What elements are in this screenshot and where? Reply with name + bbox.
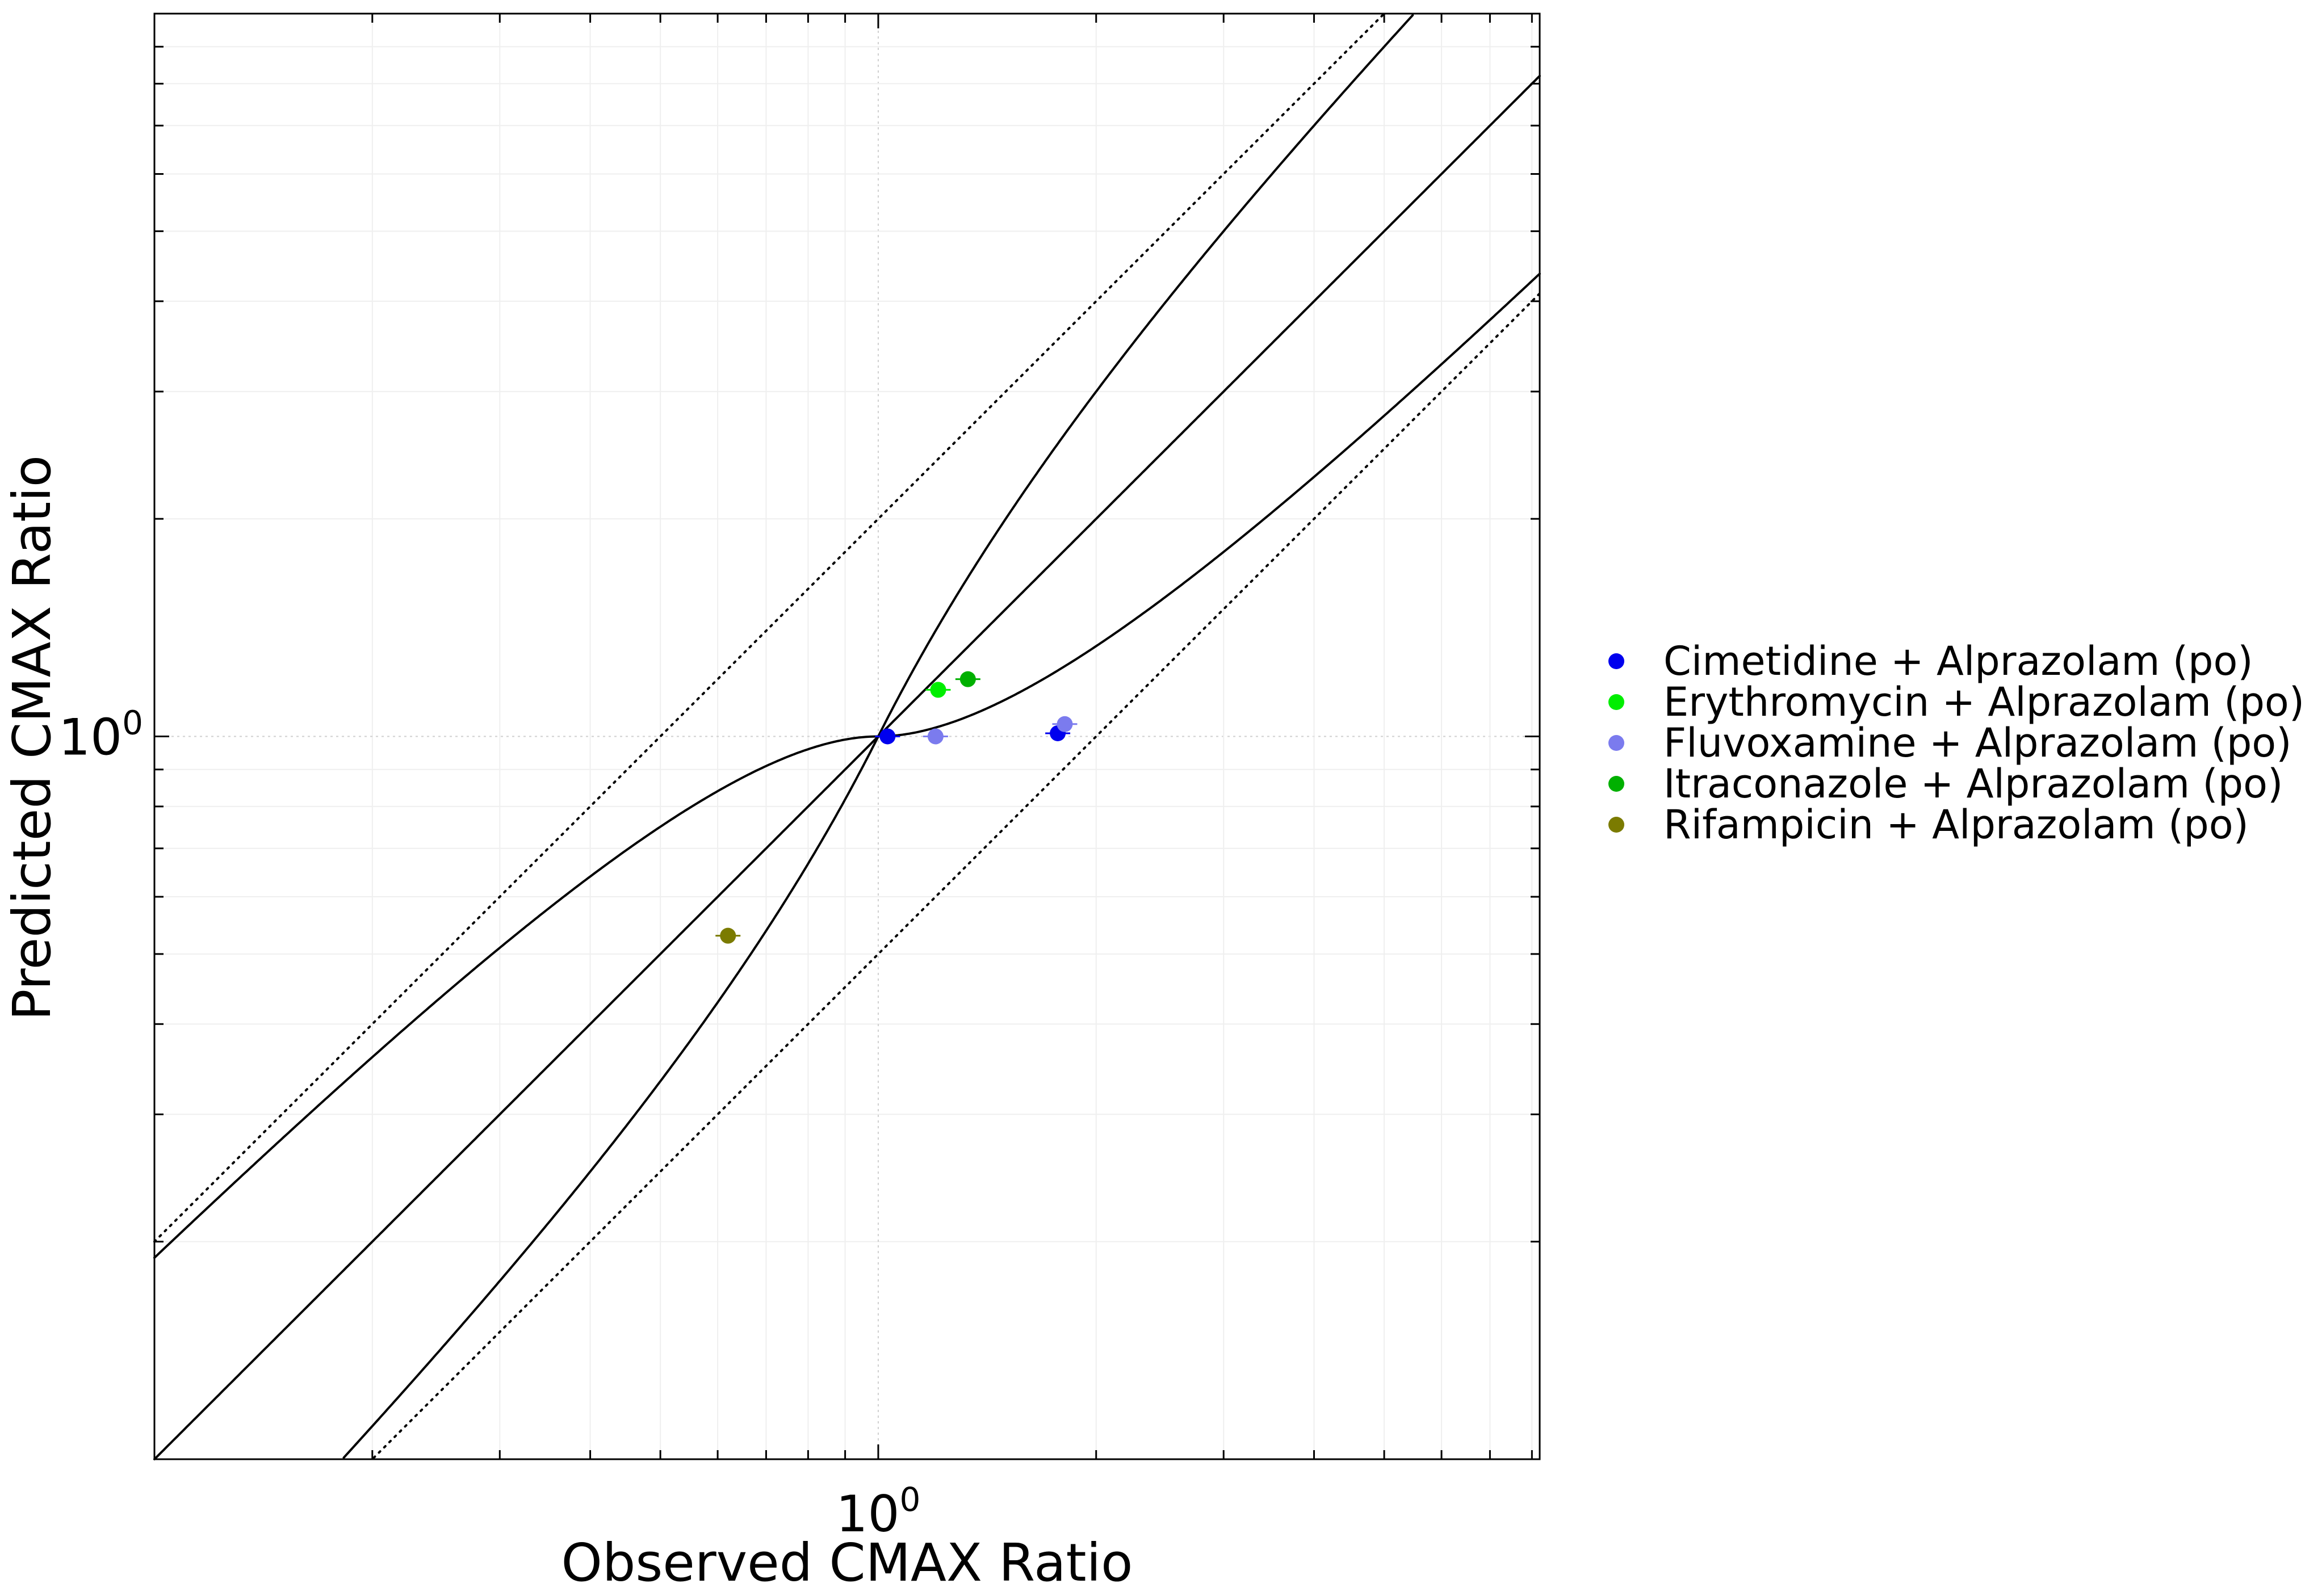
data-point: [959, 671, 976, 687]
legend: Cimetidine + Alprazolam (po)Erythromycin…: [1608, 638, 2304, 848]
data-point: [927, 728, 944, 745]
data-point: [879, 728, 896, 745]
legend-marker: [1608, 735, 1624, 751]
y-axis-title: Predicted CMAX Ratio: [2, 455, 62, 1020]
legend-marker: [1608, 694, 1624, 710]
legend-label: Rifampicin + Alprazolam (po): [1663, 801, 2249, 848]
data-points: [715, 671, 1078, 944]
twofold-lower-line: [372, 292, 1541, 1459]
x-tick-label: 100: [836, 1480, 920, 1543]
legend-marker: [1608, 653, 1624, 669]
reference-lines: [153, 14, 1541, 1460]
legend-label: Erythromycin + Alprazolam (po): [1663, 679, 2304, 725]
identity-line: [153, 74, 1541, 1460]
legend-label: Cimetidine + Alprazolam (po): [1663, 638, 2253, 684]
x-tick-labels: 100: [836, 1480, 920, 1543]
minor-ticks: [154, 14, 1540, 1459]
plot-frame: [153, 12, 1541, 1460]
legend-marker: [1608, 776, 1624, 792]
legend-label: Itraconazole + Alprazolam (po): [1663, 761, 2283, 807]
data-point: [930, 682, 946, 698]
legend-label: Fluvoxamine + Alprazolam (po): [1663, 720, 2291, 766]
y-tick-labels: 100: [58, 704, 143, 767]
x-axis-title: Observed CMAX Ratio: [561, 1532, 1133, 1593]
twofold-upper-line: [153, 14, 1384, 1243]
legend-marker: [1608, 817, 1624, 833]
y-tick-label: 100: [58, 704, 143, 767]
data-point: [1057, 716, 1073, 732]
guest-lower-line: [153, 272, 1541, 1259]
data-point: [720, 927, 736, 944]
gridlines: [154, 14, 1540, 1459]
